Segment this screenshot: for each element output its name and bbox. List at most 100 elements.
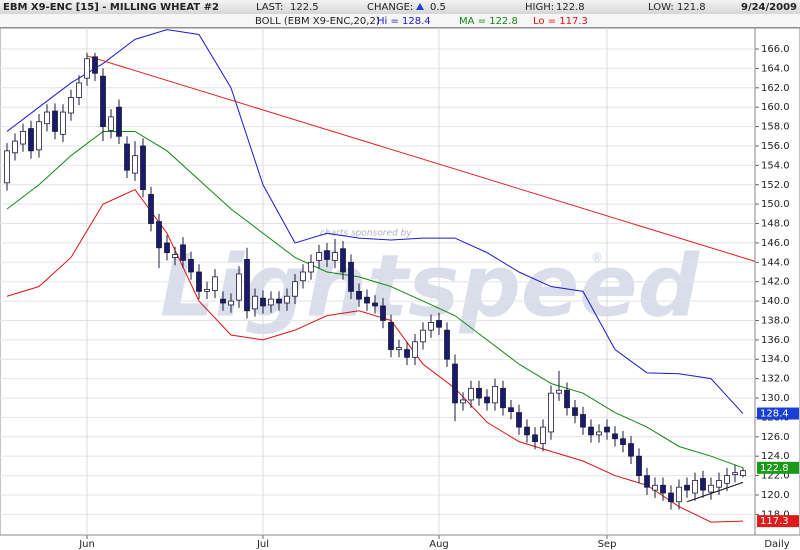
watermark-registered: ® xyxy=(591,251,603,265)
y-tick-label: 144.0 xyxy=(761,257,790,268)
band-line xyxy=(6,188,744,523)
candle-body xyxy=(292,281,298,297)
candle-body xyxy=(124,143,130,171)
band-line xyxy=(6,29,744,414)
watermark-logo: Lightspeed xyxy=(160,236,701,336)
candle-body xyxy=(68,97,74,114)
x-tick-label: Sep xyxy=(598,539,617,550)
y-tick-label: 160.0 xyxy=(761,102,790,113)
candle-body xyxy=(268,298,274,306)
trendline xyxy=(86,55,756,262)
y-tick-label: 150.0 xyxy=(761,199,790,210)
candle-body xyxy=(644,475,650,488)
candle-body xyxy=(716,480,722,488)
study-label: BOLL (EBM X9-ENC,20,2) xyxy=(255,16,380,27)
header-bar xyxy=(0,0,800,14)
candle-body xyxy=(652,484,658,491)
y-tick-label: 146.0 xyxy=(761,238,790,249)
change-value: 0.5 xyxy=(430,2,446,13)
candle-body xyxy=(316,252,322,261)
high-label: HIGH: xyxy=(525,2,554,13)
candle-body xyxy=(428,322,434,331)
candle-body xyxy=(140,145,146,191)
candle-body xyxy=(636,455,642,476)
y-tick-label: 148.0 xyxy=(761,219,790,230)
candle-body xyxy=(388,322,394,350)
candle-body xyxy=(20,131,26,145)
candle-body xyxy=(412,341,418,358)
y-tick-label: 132.0 xyxy=(761,374,790,385)
candle-body xyxy=(588,426,594,436)
candle-body xyxy=(596,431,602,436)
band-value-box xyxy=(757,515,799,528)
candle-body xyxy=(180,244,186,261)
y-tick-label: 118.0 xyxy=(761,509,790,520)
y-tick-label: 134.0 xyxy=(761,354,790,365)
candle-body xyxy=(348,261,354,292)
trendline xyxy=(686,481,744,503)
candle-body xyxy=(260,297,266,307)
candle-body xyxy=(52,110,58,132)
candle-body xyxy=(660,484,666,494)
candle-body xyxy=(452,363,458,404)
y-tick-label: 124.0 xyxy=(761,451,790,462)
y-tick-label: 126.0 xyxy=(761,432,790,443)
candle-body xyxy=(44,111,50,125)
candle-body xyxy=(444,329,450,360)
candle-body xyxy=(532,434,538,443)
candle-body xyxy=(4,150,10,184)
candle-body xyxy=(604,426,610,433)
high-value: 122.8 xyxy=(556,2,585,13)
candle-body xyxy=(84,58,90,79)
candle-body xyxy=(148,194,154,224)
candle-body xyxy=(332,252,338,261)
candle-body xyxy=(116,106,122,137)
candle-body xyxy=(372,302,378,307)
candle-body xyxy=(60,111,66,135)
candle-body xyxy=(484,396,490,404)
candle-body xyxy=(620,438,626,445)
candle-body xyxy=(700,478,706,491)
candle-body xyxy=(492,385,498,404)
candle-body xyxy=(196,271,202,292)
y-tick-label: 122.0 xyxy=(761,471,790,482)
low-value: 121.8 xyxy=(677,2,706,13)
candle-body xyxy=(188,258,194,273)
low-label: LOW: xyxy=(648,2,674,13)
candle-body xyxy=(324,250,330,260)
y-tick-label: 158.0 xyxy=(761,122,790,133)
candle-body xyxy=(724,475,730,484)
candle-body xyxy=(516,412,522,428)
candle-body xyxy=(28,128,34,152)
y-tick-label: 140.0 xyxy=(761,296,790,307)
candle-body xyxy=(236,273,242,301)
y-tick-label: 130.0 xyxy=(761,393,790,404)
candle-body xyxy=(108,116,114,131)
candle-body xyxy=(564,389,570,409)
candle-body xyxy=(300,271,306,282)
candle-body xyxy=(404,349,410,358)
band-legend: MA = 122.8 xyxy=(459,16,518,27)
candle-body xyxy=(164,242,170,254)
y-tick-label: 166.0 xyxy=(761,44,790,55)
period-label: Daily xyxy=(764,539,789,550)
candle-body xyxy=(396,347,402,350)
candle-body xyxy=(732,472,738,476)
candle-body xyxy=(740,470,746,476)
candle-body xyxy=(500,387,506,409)
candle-body xyxy=(676,486,682,503)
band-value-box xyxy=(757,407,799,420)
candle-body xyxy=(212,276,218,291)
y-tick-label: 120.0 xyxy=(761,490,790,501)
y-tick-label: 156.0 xyxy=(761,141,790,152)
band-value-label: 128.4 xyxy=(760,409,789,420)
candle-body xyxy=(420,329,426,343)
watermark-sponsor: charts sponsored by xyxy=(320,229,412,239)
up-arrow xyxy=(416,3,424,10)
candle-body xyxy=(468,387,474,401)
candle-body xyxy=(460,399,466,404)
candle-body xyxy=(612,433,618,440)
candle-body xyxy=(340,248,346,273)
x-tick-label: Jun xyxy=(78,539,95,550)
candle-body xyxy=(204,289,210,292)
